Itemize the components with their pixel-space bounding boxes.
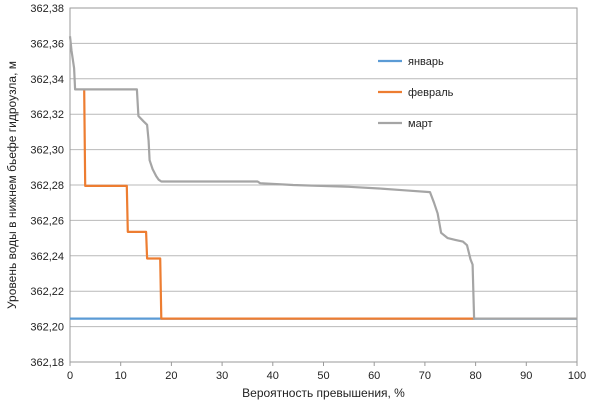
y-tick-label: 362,28 xyxy=(30,180,64,192)
legend-label: февраль xyxy=(408,87,454,99)
y-tick-label: 362,20 xyxy=(30,322,64,334)
y-tick-label: 362,32 xyxy=(30,109,64,121)
x-axis-title: Вероятность превышения, % xyxy=(242,386,405,400)
legend: январь февраль март xyxy=(378,56,454,130)
x-tick-label: 70 xyxy=(419,370,431,382)
x-tick-label: 50 xyxy=(317,370,329,382)
x-tick-label: 0 xyxy=(67,370,73,382)
series-line-2 xyxy=(68,36,577,320)
x-tick-label: 30 xyxy=(216,370,228,382)
legend-label: март xyxy=(408,118,433,130)
y-tick-label: 362,38 xyxy=(30,3,64,15)
x-tick-labels: 0 10 20 30 40 50 60 70 80 90 100 xyxy=(67,362,586,382)
x-tick-label: 10 xyxy=(115,370,127,382)
y-tick-label: 362,26 xyxy=(30,215,64,227)
x-tick-label: 20 xyxy=(165,370,177,382)
y-axis-title: Уровень воды в нижнем бьефе гидроузла, м xyxy=(5,61,19,309)
y-tick-label: 362,22 xyxy=(30,286,64,298)
x-tick-label: 90 xyxy=(520,370,532,382)
y-tick-label: 362,36 xyxy=(30,38,64,50)
x-tick-label: 60 xyxy=(368,370,380,382)
x-tick-label: 80 xyxy=(469,370,481,382)
y-tick-label: 362,18 xyxy=(30,357,64,369)
x-tick-label: 100 xyxy=(568,370,586,382)
y-tick-label: 362,24 xyxy=(30,251,64,263)
series-line-1 xyxy=(83,90,475,320)
y-tick-label: 362,30 xyxy=(30,145,64,157)
y-tick-label: 362,34 xyxy=(30,74,64,86)
series-lines xyxy=(68,36,577,320)
x-tick-label: 40 xyxy=(267,370,279,382)
legend-label: январь xyxy=(408,56,444,68)
y-tick-labels: 362,38 362,36 362,34 362,32 362,30 362,28 362,… xyxy=(30,3,64,369)
